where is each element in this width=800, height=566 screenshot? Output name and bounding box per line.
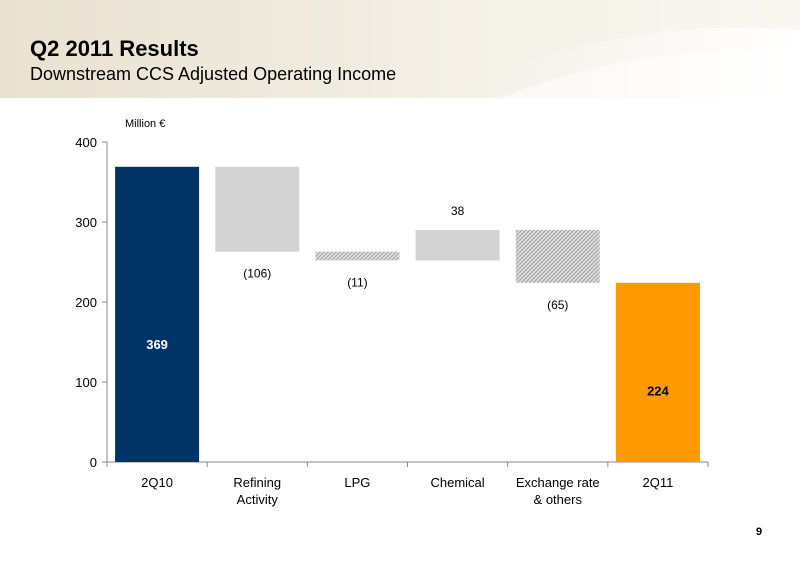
- delta-bar: [315, 251, 400, 261]
- total-bar: [615, 282, 700, 462]
- data-label: (11): [347, 275, 367, 289]
- page-title: Q2 2011 Results: [30, 36, 199, 61]
- delta-bar: [215, 166, 300, 252]
- x-category-label: 2Q10: [141, 475, 173, 490]
- x-category-label: Exchange rate & others: [516, 475, 600, 507]
- total-bar: [115, 166, 200, 463]
- page-subtitle: Downstream CCS Adjusted Operating Income: [30, 64, 397, 84]
- x-category-label: LPG: [344, 475, 370, 490]
- y-tick-label: 300: [75, 215, 97, 230]
- y-tick-label: 0: [90, 455, 97, 470]
- x-category-label: Refining Activity: [233, 475, 281, 507]
- data-label: 224: [647, 383, 669, 398]
- y-tick-label: 100: [75, 375, 97, 390]
- data-label: (65): [547, 298, 568, 312]
- data-label: 369: [146, 337, 168, 352]
- y-tick-label: 200: [75, 295, 97, 310]
- data-label: (106): [243, 267, 271, 281]
- x-category-label: 2Q11: [642, 475, 673, 490]
- chart-unit-label: Million €: [125, 118, 166, 130]
- page-number: 9: [756, 526, 763, 538]
- delta-bar: [415, 230, 500, 261]
- x-category-label: Chemical: [430, 475, 484, 490]
- delta-bar: [515, 230, 600, 283]
- y-tick-label: 400: [75, 135, 97, 150]
- data-label: 38: [451, 204, 465, 218]
- header-swoosh-decoration: [440, 0, 800, 98]
